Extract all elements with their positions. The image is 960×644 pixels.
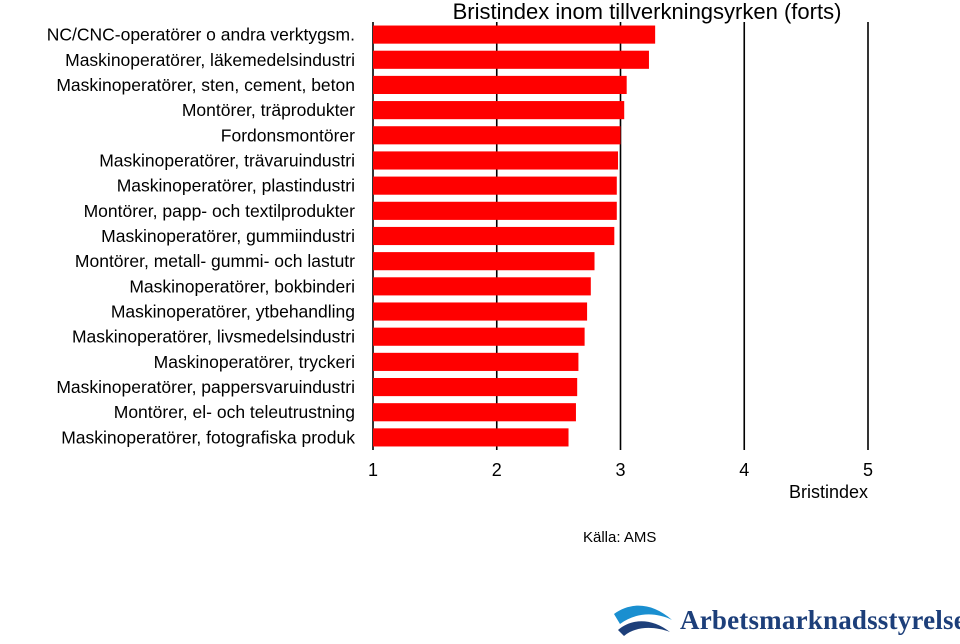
bar bbox=[373, 226, 615, 246]
category-label: Montörer, metall- gummi- och lastutr bbox=[75, 251, 355, 271]
category-label: Maskinoperatörer, gummiindustri bbox=[101, 226, 355, 246]
bar bbox=[373, 101, 625, 120]
bar bbox=[373, 302, 588, 321]
logo-mark-icon bbox=[614, 605, 672, 636]
bar bbox=[373, 377, 578, 397]
category-label: Maskinoperatörer, livsmedelsindustri bbox=[72, 327, 355, 347]
bar bbox=[373, 126, 621, 145]
bar bbox=[373, 25, 656, 44]
bar bbox=[373, 201, 617, 220]
x-tick-labels: 1 2 3 4 5 bbox=[368, 460, 873, 480]
logo-text: Arbetsmarknadsstyrelsen bbox=[680, 604, 960, 635]
category-labels: NC/CNC-operatörer o andra verktygsm. Mask… bbox=[47, 25, 356, 448]
x-tick-label: 3 bbox=[615, 460, 625, 480]
bar bbox=[373, 50, 649, 69]
x-axis-title: Bristindex bbox=[789, 482, 868, 502]
category-label: Montörer, papp- och textilprodukter bbox=[84, 201, 356, 221]
category-label: NC/CNC-operatörer o andra verktygsm. bbox=[47, 25, 355, 45]
category-label: Maskinoperatörer, plastindustri bbox=[117, 176, 355, 196]
bar bbox=[373, 75, 627, 95]
x-tick-label: 5 bbox=[863, 460, 873, 480]
bar bbox=[373, 252, 595, 271]
bar bbox=[373, 277, 591, 296]
bars bbox=[373, 25, 656, 447]
bar bbox=[373, 352, 579, 371]
category-label: Montörer, el- och teleutrustning bbox=[114, 402, 355, 422]
bar bbox=[373, 428, 569, 447]
logo: Arbetsmarknadsstyrelsen bbox=[612, 600, 960, 640]
chart: Bristindex inom tillverkningsyrken (fort… bbox=[47, 0, 873, 502]
source-note: Källa: AMS bbox=[583, 529, 657, 546]
category-label: Maskinoperatörer, sten, cement, beton bbox=[56, 75, 355, 95]
x-tick-label: 1 bbox=[368, 460, 378, 480]
category-label: Maskinoperatörer, ytbehandling bbox=[111, 302, 355, 322]
bar bbox=[373, 327, 585, 346]
category-label: Maskinoperatörer, fotografiska produk bbox=[61, 427, 355, 447]
bar bbox=[373, 151, 619, 170]
x-tick-label: 2 bbox=[492, 460, 502, 480]
category-label: Maskinoperatörer, pappersvaruindustri bbox=[56, 377, 355, 397]
category-label: Fordonsmontörer bbox=[221, 125, 355, 145]
category-label: Maskinoperatörer, bokbinderi bbox=[129, 276, 355, 296]
chart-title: Bristindex inom tillverkningsyrken (fort… bbox=[453, 0, 842, 24]
bar bbox=[373, 176, 617, 195]
x-tick-label: 4 bbox=[739, 460, 749, 480]
category-label: Maskinoperatörer, tryckeri bbox=[154, 352, 355, 372]
category-label: Montörer, träprodukter bbox=[182, 100, 355, 120]
bar bbox=[373, 403, 576, 422]
category-label: Maskinoperatörer, trävaruindustri bbox=[99, 150, 355, 170]
category-label: Maskinoperatörer, läkemedelsindustri bbox=[65, 50, 355, 70]
